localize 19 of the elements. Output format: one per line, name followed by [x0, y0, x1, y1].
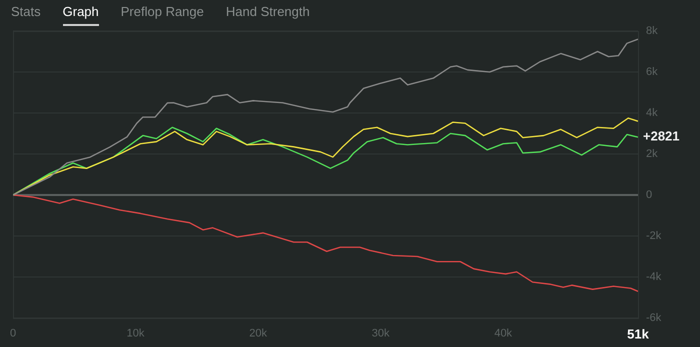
x-tick-label: 0: [10, 328, 16, 340]
y-tick-label: -4k: [646, 271, 662, 284]
annotation: +2821: [643, 128, 680, 144]
y-tick-label: 8k: [646, 25, 658, 38]
x-tick-label: 40k: [494, 328, 513, 340]
x-tick-label: 20k: [249, 328, 268, 340]
y-tick-label: -2k: [646, 230, 662, 242]
y-tick-label: 4k: [646, 107, 658, 120]
x-tick-label: 10k: [126, 328, 145, 340]
y-tick-label: -6k: [646, 312, 662, 324]
text: Stats: [11, 4, 41, 19]
y-tick-label: 2k: [646, 148, 658, 160]
x-tick-label: 30k: [372, 328, 390, 340]
y-tick-label: 0: [646, 189, 652, 202]
text: Hand Strength: [226, 4, 310, 19]
text: Preflop Range: [120, 4, 204, 19]
text: Graph: [62, 4, 99, 19]
y-tick-label: 6k: [646, 66, 658, 78]
x-tick-label: 51k: [627, 326, 650, 342]
